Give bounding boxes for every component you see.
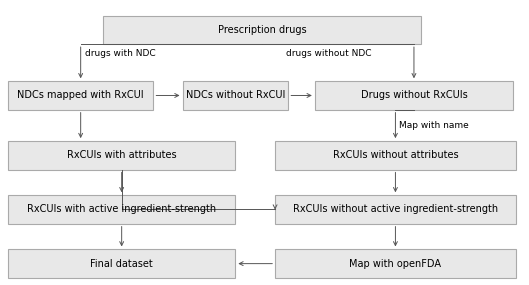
FancyBboxPatch shape (8, 141, 235, 170)
FancyBboxPatch shape (275, 141, 516, 170)
Text: Prescription drugs: Prescription drugs (217, 25, 306, 35)
Text: RxCUIs without attributes: RxCUIs without attributes (333, 150, 458, 160)
FancyBboxPatch shape (103, 16, 421, 44)
FancyBboxPatch shape (275, 195, 516, 224)
Text: NDCs mapped with RxCUI: NDCs mapped with RxCUI (17, 90, 144, 101)
Text: Map with openFDA: Map with openFDA (350, 258, 441, 269)
Text: Map with name: Map with name (399, 121, 469, 130)
FancyBboxPatch shape (183, 81, 288, 110)
Text: RxCUIs with active ingredient-strength: RxCUIs with active ingredient-strength (27, 204, 216, 215)
FancyBboxPatch shape (8, 249, 235, 278)
Text: drugs without NDC: drugs without NDC (286, 49, 371, 58)
FancyBboxPatch shape (8, 195, 235, 224)
FancyBboxPatch shape (275, 249, 516, 278)
Text: RxCUIs without active ingredient-strength: RxCUIs without active ingredient-strengt… (293, 204, 498, 215)
Text: Drugs without RxCUIs: Drugs without RxCUIs (361, 90, 467, 101)
Text: drugs with NDC: drugs with NDC (85, 49, 156, 58)
FancyBboxPatch shape (8, 81, 153, 110)
FancyBboxPatch shape (315, 81, 513, 110)
Text: NDCs without RxCUI: NDCs without RxCUI (186, 90, 285, 101)
Text: RxCUIs with attributes: RxCUIs with attributes (67, 150, 177, 160)
Text: Final dataset: Final dataset (90, 258, 153, 269)
